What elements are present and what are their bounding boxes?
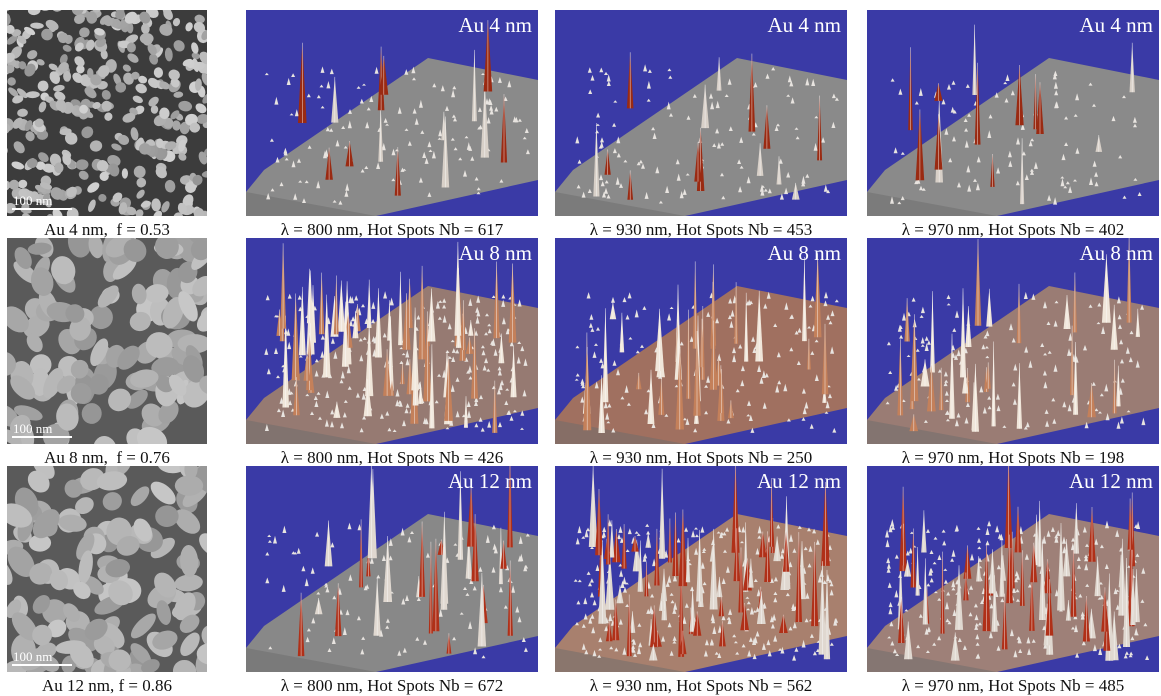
sem-micrograph — [7, 10, 207, 216]
map-thickness-label: Au 8 nm — [458, 241, 533, 265]
map-thickness-label: Au 12 nm — [1069, 469, 1153, 493]
sem-image: 100 nm — [7, 238, 207, 444]
hotspot-surface-plot — [246, 20, 538, 216]
sem-caption: Au 12 nm, f = 0.86 — [42, 676, 172, 695]
map-caption: λ = 930 nm, Hot Spots Nb = 562 — [589, 676, 813, 695]
field-intensity-map: Au 8 nm — [867, 238, 1159, 444]
surface-plane — [867, 286, 1159, 444]
scale-bar — [12, 208, 72, 210]
map-thickness-label: Au 8 nm — [1079, 241, 1154, 265]
sem-image: 100 nm — [7, 466, 207, 672]
map-caption: λ = 930 nm, Hot Spots Nb = 250 — [589, 448, 813, 467]
map-caption: λ = 930 nm, Hot Spots Nb = 453 — [589, 220, 813, 239]
hotspot-surface-plot — [867, 238, 1159, 444]
scale-bar-label: 100 nm — [13, 193, 53, 208]
sem-caption: Au 4 nm, f = 0.53 — [44, 220, 170, 239]
hotspot-surface-plot — [555, 466, 847, 672]
hotspot-surface-plot — [867, 466, 1159, 672]
map-caption: λ = 970 nm, Hot Spots Nb = 402 — [901, 220, 1125, 239]
sem-micrograph — [7, 466, 207, 672]
map-thickness-label: Au 8 nm — [767, 241, 842, 265]
hotspot-surface-plot — [246, 466, 538, 672]
field-intensity-map: Au 4 nm — [246, 10, 538, 216]
map-caption: λ = 800 nm, Hot Spots Nb = 672 — [280, 676, 504, 695]
field-intensity-map: Au 8 nm — [555, 238, 847, 444]
hotspot-surface-plot — [555, 52, 847, 216]
map-thickness-label: Au 4 nm — [1079, 13, 1154, 37]
map-thickness-label: Au 4 nm — [458, 13, 533, 37]
field-intensity-map: Au 4 nm — [555, 10, 847, 216]
field-intensity-map: Au 8 nm — [246, 238, 538, 444]
map-caption: λ = 800 nm, Hot Spots Nb = 617 — [280, 220, 504, 239]
surface-plane — [246, 58, 538, 216]
hotspot-surface-plot — [555, 253, 847, 444]
map-thickness-label: Au 12 nm — [757, 469, 841, 493]
map-caption: λ = 800 nm, Hot Spots Nb = 426 — [280, 448, 504, 467]
scale-bar-label: 100 nm — [13, 649, 53, 664]
map-caption: λ = 970 nm, Hot Spots Nb = 485 — [901, 676, 1125, 695]
hotspot-surface-plot — [246, 241, 538, 444]
scale-bar-label: 100 nm — [13, 421, 53, 436]
sem-micrograph — [7, 238, 207, 444]
map-thickness-label: Au 12 nm — [448, 469, 532, 493]
sem-image: 100 nm — [7, 10, 207, 216]
sem-caption: Au 8 nm, f = 0.76 — [44, 448, 170, 467]
scale-bar — [12, 664, 72, 666]
field-intensity-map: Au 12 nm — [867, 466, 1159, 672]
hotspot-surface-plot — [867, 24, 1159, 216]
field-intensity-map: Au 4 nm — [867, 10, 1159, 216]
map-caption: λ = 970 nm, Hot Spots Nb = 198 — [901, 448, 1125, 467]
field-intensity-map: Au 12 nm — [246, 466, 538, 672]
map-thickness-label: Au 4 nm — [767, 13, 842, 37]
field-intensity-map: Au 12 nm — [555, 466, 847, 672]
scale-bar — [12, 436, 72, 438]
